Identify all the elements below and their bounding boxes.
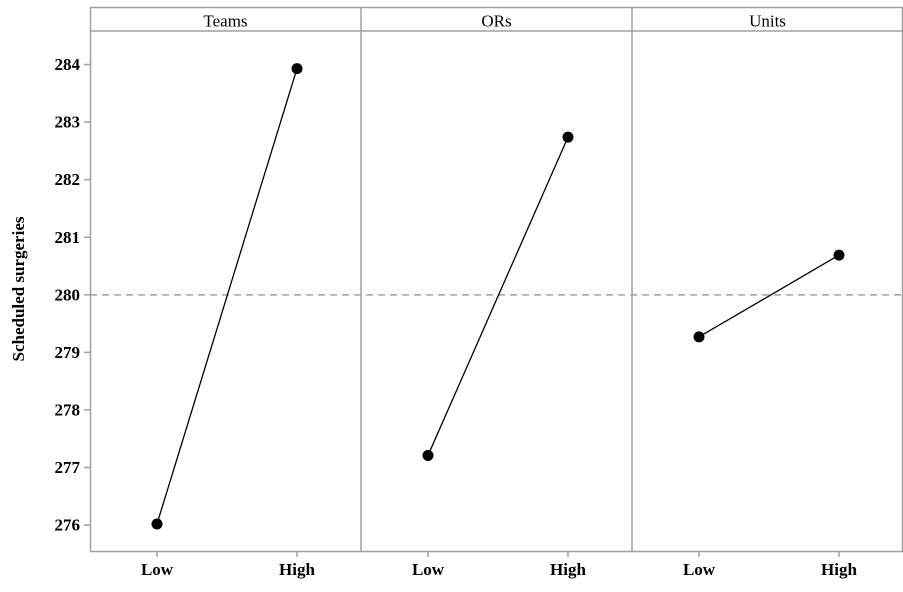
y-tick-label: 283	[55, 113, 81, 132]
y-tick-label: 278	[55, 400, 81, 419]
x-tick-label: Low	[141, 560, 174, 579]
data-point	[422, 449, 434, 461]
y-tick-label: 282	[55, 170, 81, 189]
label-layer: 276 277 278 279 280 281 282 283 284 Scheduled sur…	[9, 12, 857, 580]
x-tick-label: Low	[683, 560, 716, 579]
series-layer	[151, 63, 845, 530]
y-tick-label: 284	[55, 55, 81, 74]
data-point	[151, 518, 163, 530]
y-tick-label: 277	[55, 458, 81, 477]
x-tick-label: Low	[412, 560, 445, 579]
panel-title: Units	[749, 12, 786, 31]
data-point	[562, 131, 574, 143]
y-tick-label: 279	[55, 343, 81, 362]
frame-layer	[89, 6, 903, 553]
y-axis-label: Scheduled surgeries	[9, 216, 28, 361]
x-tick-label: High	[279, 560, 315, 579]
data-point	[693, 331, 705, 343]
y-tick-label: 276	[55, 516, 81, 535]
x-tick-label: High	[821, 560, 857, 579]
series-line	[427, 136, 569, 456]
x-tick-label: High	[550, 560, 586, 579]
series-line	[156, 68, 298, 525]
plot-frame	[89, 6, 903, 553]
data-point	[833, 249, 845, 261]
y-tick-label: 281	[55, 228, 81, 247]
data-point	[291, 63, 303, 75]
panel-title: Teams	[203, 12, 247, 31]
panel-title: ORs	[481, 12, 511, 31]
axis-layer	[84, 63, 840, 557]
y-tick-label: 280	[55, 285, 81, 304]
series-line	[698, 254, 840, 338]
